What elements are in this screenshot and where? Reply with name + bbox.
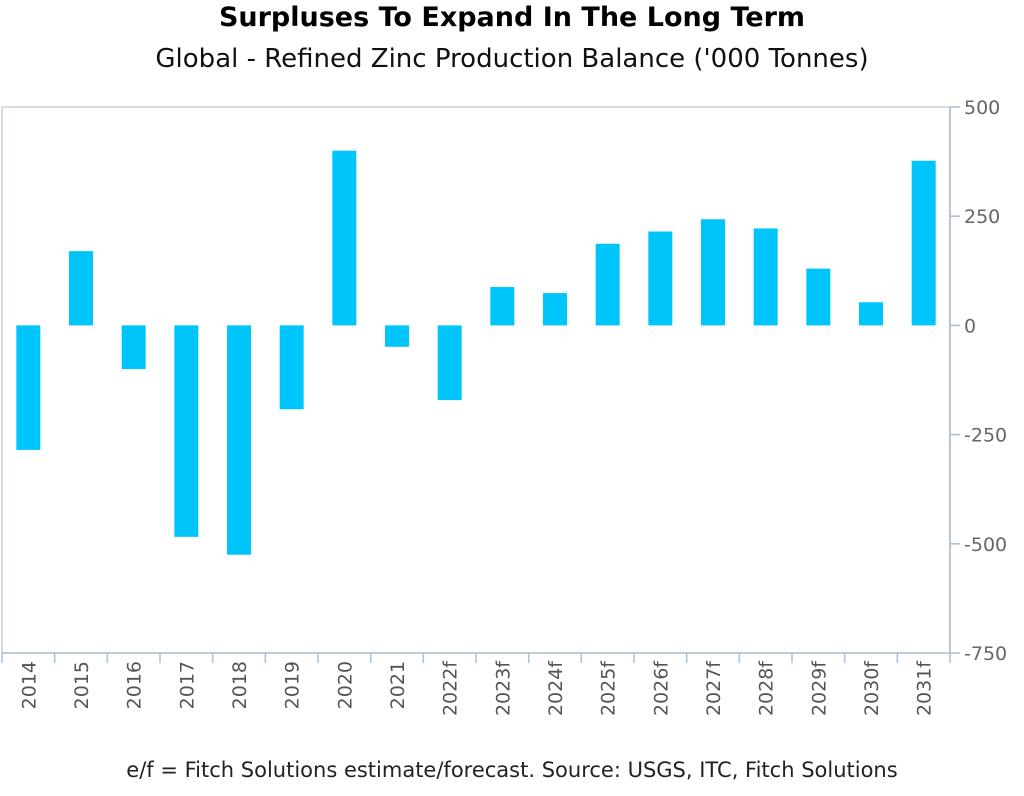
bar-2016: [121, 325, 146, 370]
bar-2028f: [753, 228, 778, 326]
bar-2031f: [911, 160, 936, 326]
x-tick-label: 2029f: [808, 660, 830, 716]
bar-2019: [279, 325, 304, 410]
bar-2029f: [806, 268, 831, 326]
x-tick-label: 2018: [229, 661, 251, 709]
y-tick-label: -750: [964, 643, 1007, 665]
y-tick-label: 500: [964, 97, 1000, 119]
x-tick-label: 2020: [334, 661, 356, 709]
y-tick-label: 250: [964, 206, 1000, 228]
x-tick-label: 2022f: [440, 660, 462, 716]
bar-2024f: [543, 293, 567, 326]
y-tick-label: -250: [964, 425, 1007, 447]
x-tick-label: 2028f: [756, 660, 778, 716]
x-tick-label: 2023f: [492, 660, 514, 716]
y-tick-label: 0: [964, 315, 976, 337]
bar-2023f: [490, 286, 515, 326]
chart-subtitle: Global - Refined Zinc Production Balance…: [155, 44, 869, 74]
bar-2030f: [859, 302, 883, 326]
bar-2017: [174, 325, 199, 537]
bar-2027f: [701, 219, 725, 326]
y-tick-label: -500: [964, 534, 1007, 556]
bar-2014: [16, 325, 41, 450]
x-tick-label: 2016: [124, 661, 146, 709]
x-tick-label: 2025f: [598, 660, 620, 716]
x-tick-label: 2017: [176, 661, 198, 709]
plot-frame: [1, 106, 951, 654]
x-tick-label: 2024f: [545, 660, 567, 716]
bar-2018: [227, 325, 251, 555]
bar-2026f: [648, 231, 673, 326]
bar-2015: [69, 251, 93, 326]
x-tick-label: 2014: [18, 661, 40, 709]
x-tick-label: 2021: [387, 661, 409, 709]
x-tick-label: 2027f: [703, 660, 725, 716]
footnote: e/f = Fitch Solutions estimate/forecast.…: [126, 758, 898, 782]
bar-2022f: [437, 325, 462, 401]
x-tick-label: 2026f: [650, 660, 672, 716]
x-tick-label: 2015: [71, 661, 93, 709]
bar-2025f: [595, 243, 620, 326]
bar-2020: [332, 150, 357, 326]
bar-2021: [385, 325, 409, 347]
x-tick-label: 2030f: [861, 660, 883, 716]
x-tick-label: 2031f: [914, 660, 936, 716]
chart-title: Surpluses To Expand In The Long Term: [218, 2, 806, 33]
x-tick-label: 2019: [282, 661, 304, 709]
